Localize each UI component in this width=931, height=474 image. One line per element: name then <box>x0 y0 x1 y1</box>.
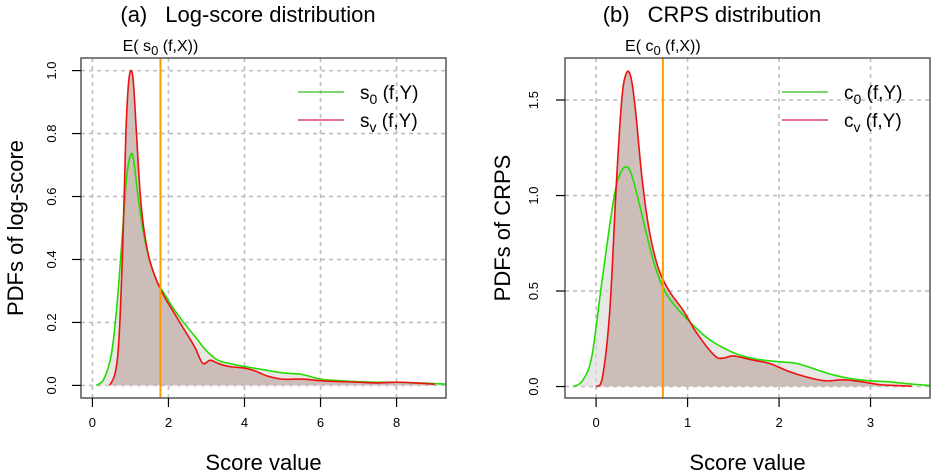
legend-rest: (f,Y) <box>377 83 418 104</box>
y-axis-label: PDFs of CRPS <box>490 155 515 302</box>
chart-title: (a) Log-score distribution <box>120 2 375 27</box>
legend-sub: 0 <box>370 91 378 107</box>
legend: s0 (f,Y)sv (f,Y) <box>298 83 418 135</box>
y-tick-label: 0.2 <box>44 313 59 331</box>
panel-label: (b) <box>603 2 630 27</box>
x-tick-label: 8 <box>393 415 400 430</box>
legend-rest: (f,Y) <box>861 111 902 132</box>
legend-sub: v <box>370 119 377 135</box>
x-tick-label: 3 <box>867 415 874 430</box>
y-tick-label: 1.0 <box>44 62 59 80</box>
grid-overlay <box>565 58 930 398</box>
legend-rest: (f,Y) <box>377 111 418 132</box>
y-tick-label: 0.0 <box>526 378 541 396</box>
x-tick-label: 0 <box>89 415 96 430</box>
plot-frame <box>80 57 447 399</box>
panel-label: (a) <box>120 2 147 27</box>
series-line-1 <box>108 69 435 386</box>
legend-label-1: cv (f,Y) <box>844 111 902 135</box>
vline-label-rest: (f,X)) <box>158 38 198 55</box>
legend-main: c <box>844 111 854 132</box>
series-lines <box>95 69 446 387</box>
legend-rest: (f,Y) <box>861 83 902 104</box>
grid-overlay <box>81 58 446 398</box>
y-tick-label: 0.8 <box>44 125 59 143</box>
series-line-0 <box>572 166 930 388</box>
y-tick-label: 0.5 <box>526 282 541 300</box>
series-area-1 <box>109 70 435 386</box>
x-tick-label: 1 <box>684 415 691 430</box>
x-axis-label: Score value <box>205 450 321 474</box>
x-tick-label: 2 <box>775 415 782 430</box>
legend-main: s <box>360 111 370 132</box>
y-axis-label: PDFs of log-score <box>3 140 28 316</box>
legend-sub: v <box>854 119 861 135</box>
legend-label-1: sv (f,Y) <box>360 111 418 135</box>
legend-label-0: c0 (f,Y) <box>844 83 902 107</box>
x-tick-label: 2 <box>165 415 172 430</box>
legend-sub: 0 <box>854 91 862 107</box>
mean-vline-label: E( s0 (f,X)) <box>123 38 199 58</box>
legend: c0 (f,Y)cv (f,Y) <box>782 83 902 135</box>
y-tick-label: 0.4 <box>44 250 59 268</box>
x-tick-label: 0 <box>592 415 599 430</box>
series-area-1 <box>596 71 912 387</box>
vline-label-main: E( c <box>625 38 653 55</box>
series-line-1 <box>595 70 912 388</box>
y-tick-label: 0.6 <box>44 187 59 205</box>
vline-label-rest: (f,X)) <box>661 38 701 55</box>
vline-label-sub: 0 <box>151 43 158 58</box>
legend-main: s <box>360 83 370 104</box>
panel-a: E( s0 (f,X))0 2 4 6 80.00.20.40.60.81.0Score… <box>3 2 447 474</box>
legend-label-0: s0 (f,Y) <box>360 83 418 107</box>
y-tick-label: 1.0 <box>526 186 541 204</box>
plot-frame <box>564 57 931 399</box>
series-lines <box>572 70 930 388</box>
y-tick-label: 0.0 <box>44 376 59 394</box>
x-tick-label: 6 <box>317 415 324 430</box>
title-text: CRPS distribution <box>648 2 822 27</box>
legend-main: c <box>844 83 854 104</box>
title-text: Log-score distribution <box>165 2 375 27</box>
y-tick-label: 1.5 <box>526 91 541 109</box>
x-tick-label: 4 <box>241 415 248 430</box>
chart-title: (b) CRPS distribution <box>603 2 822 27</box>
mean-vline-label: E( c0 (f,X)) <box>625 38 701 58</box>
vline-label-main: E( s <box>123 38 151 55</box>
x-axis-label: Score value <box>689 450 805 474</box>
vline-label-sub: 0 <box>653 43 660 58</box>
